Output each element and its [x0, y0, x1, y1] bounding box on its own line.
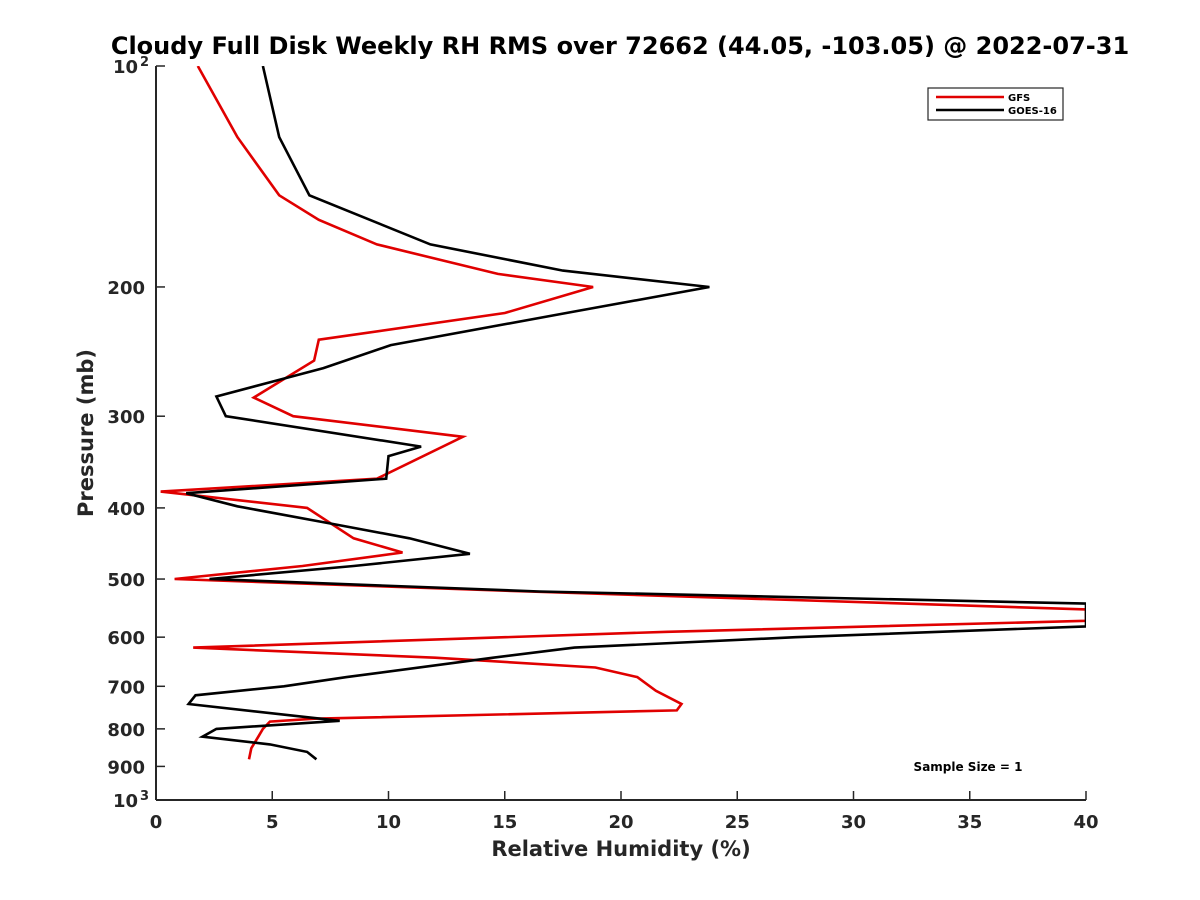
y-tick-label: 10 — [113, 791, 138, 812]
y-tick-label: 10 — [113, 57, 138, 78]
sample-size-annotation: Sample Size = 1 — [914, 760, 1023, 774]
y-tick-label: 800 — [107, 720, 145, 741]
series-line-gfs — [160, 66, 1086, 760]
x-tick-label: 15 — [492, 812, 517, 833]
x-tick-label: 40 — [1073, 812, 1098, 833]
y-tick-label: 900 — [107, 757, 145, 778]
legend-label-goes16: GOES-16 — [1008, 106, 1057, 117]
y-tick-label: 400 — [107, 499, 145, 520]
y-tick-label: 600 — [107, 628, 145, 649]
chart-title: Cloudy Full Disk Weekly RH RMS over 7266… — [111, 32, 1129, 60]
x-tick-label: 5 — [266, 812, 279, 833]
x-tick-label: 10 — [376, 812, 401, 833]
x-tick-label: 35 — [957, 812, 982, 833]
x-axis-label: Relative Humidity (%) — [491, 837, 750, 861]
y-tick-label: 700 — [107, 677, 145, 698]
y-tick-label: 500 — [107, 570, 145, 591]
x-tick-label: 30 — [841, 812, 866, 833]
y-tick-exponent: 3 — [140, 789, 149, 804]
y-tick-label: 200 — [107, 278, 145, 299]
x-tick-label: 0 — [150, 812, 163, 833]
y-tick-label: 300 — [107, 407, 145, 428]
y-tick-exponent: 2 — [140, 55, 149, 70]
axes — [155, 66, 1086, 801]
x-tick-label: 20 — [608, 812, 633, 833]
series-line-goes16 — [185, 66, 1086, 761]
y-axis-label: Pressure (mb) — [74, 349, 98, 517]
legend: GFS GOES-16 — [927, 87, 1064, 121]
legend-label-gfs: GFS — [1008, 93, 1030, 104]
x-tick-label: 25 — [725, 812, 750, 833]
legend-box — [927, 87, 1064, 121]
series-layer — [160, 66, 1086, 761]
